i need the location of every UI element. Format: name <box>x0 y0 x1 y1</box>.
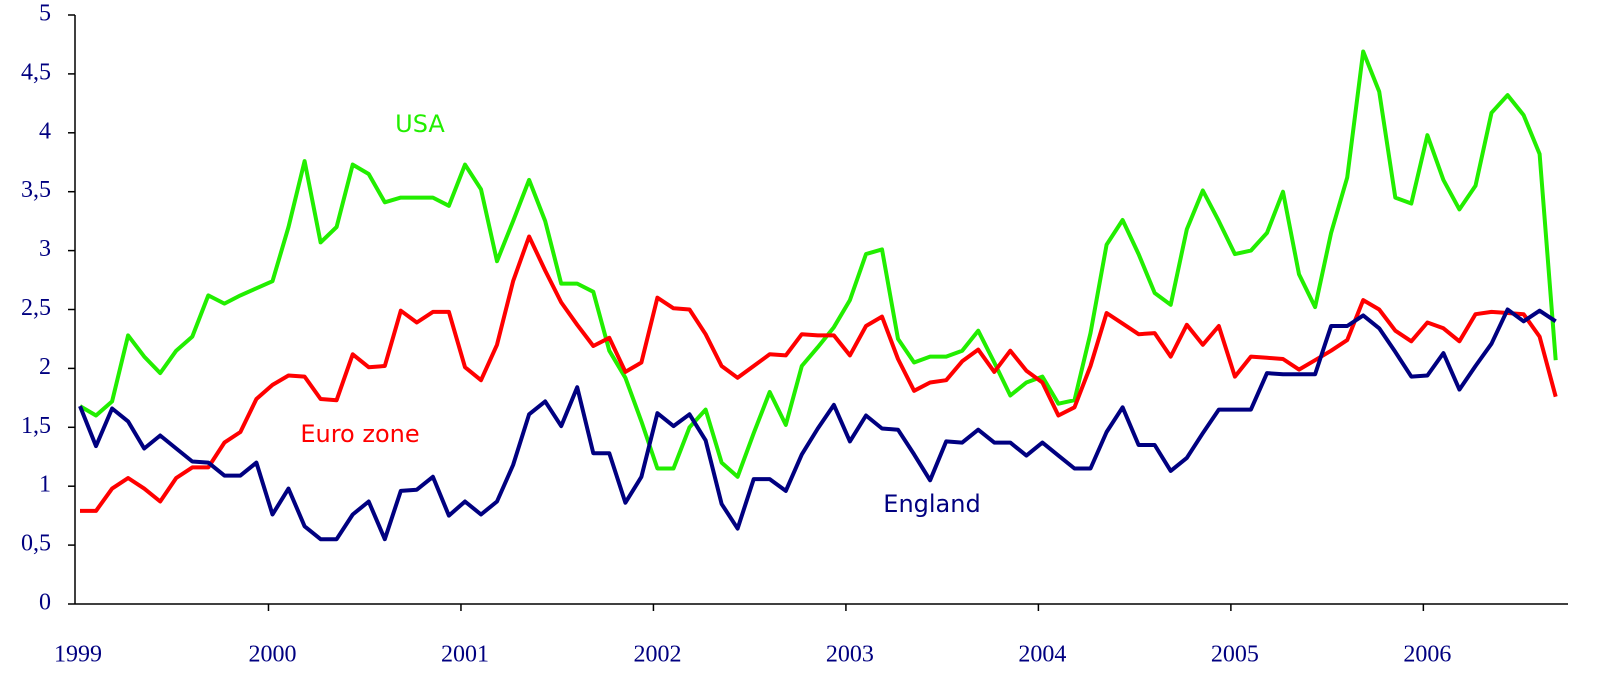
line-euro-zone <box>80 234 1558 513</box>
x-tick-label: 1999 <box>54 642 102 668</box>
legend-label: Euro zone <box>300 420 419 448</box>
y-tick-label: 2,5 <box>21 295 51 321</box>
x-tick-label: 2005 <box>1211 642 1259 668</box>
y-tick-label: 5 <box>39 1 51 27</box>
x-tick-label: 2002 <box>633 642 681 668</box>
y-tick-label: 0,5 <box>21 531 51 557</box>
y-tick-label: 4 <box>39 118 51 144</box>
y-tick-label: 0 <box>39 590 51 616</box>
y-tick-label: 3 <box>39 236 51 262</box>
y-tick-label: 3,5 <box>21 177 51 203</box>
x-tick-label: 2006 <box>1403 642 1451 668</box>
x-tick-label: 2000 <box>248 642 296 668</box>
legend-label: England <box>883 490 980 518</box>
y-tick-label: 1,5 <box>21 413 51 439</box>
line-england <box>78 307 1557 542</box>
x-tick-label: 2004 <box>1018 642 1066 668</box>
x-tick-label: 2003 <box>826 642 874 668</box>
line-usa <box>78 49 1558 479</box>
x-tick-label: 2001 <box>441 642 489 668</box>
y-tick-label: 2 <box>39 354 51 380</box>
y-tick-label: 1 <box>39 472 51 498</box>
legend-label: USA <box>395 110 445 138</box>
y-tick-label: 4,5 <box>21 59 51 85</box>
